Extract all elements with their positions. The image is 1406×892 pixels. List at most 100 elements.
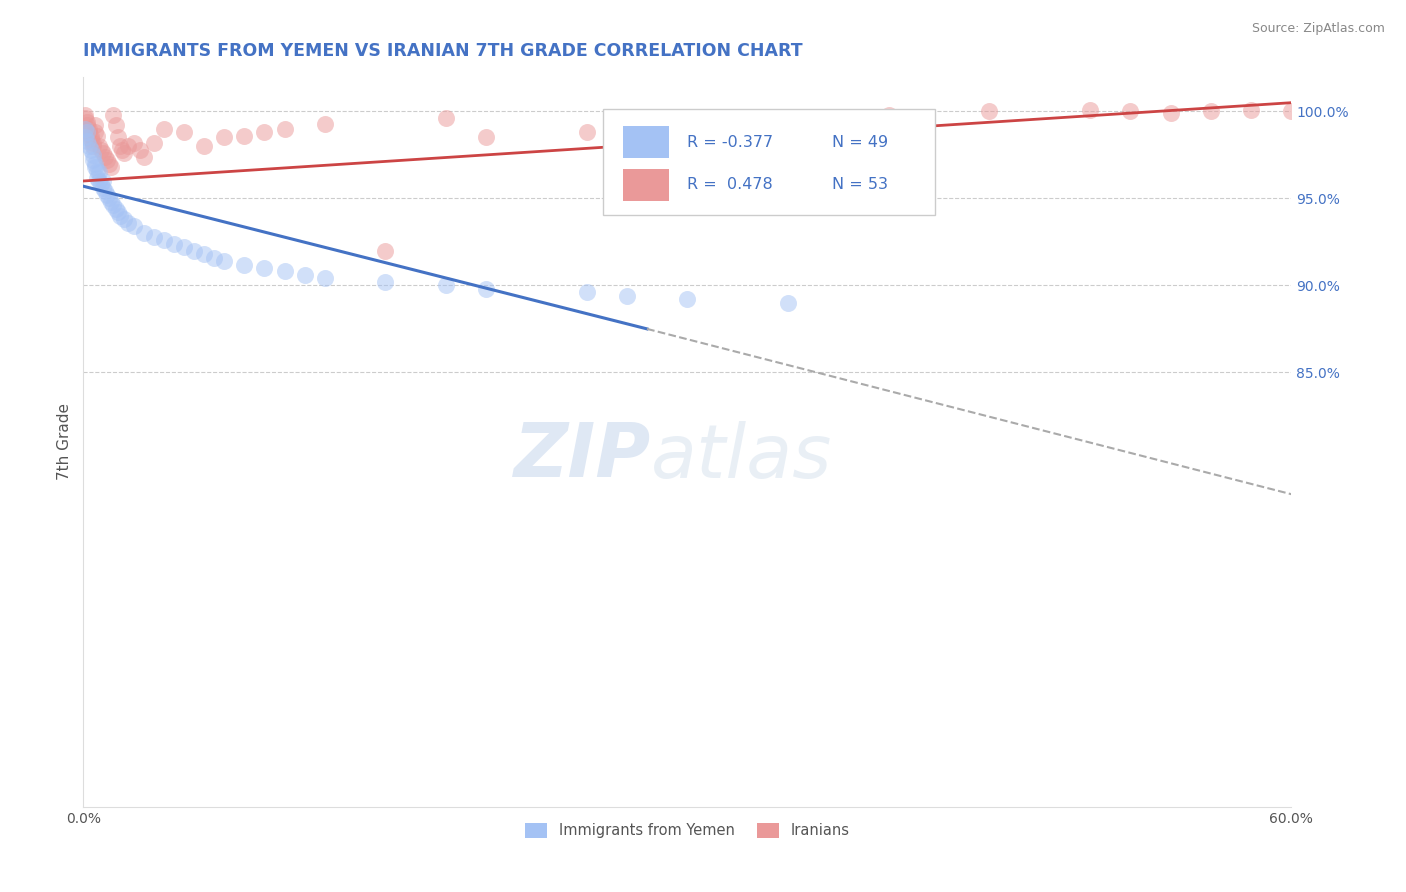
Point — [110, 143, 132, 157]
Point — [575, 125, 598, 139]
Point — [98, 191, 121, 205]
Point — [153, 233, 176, 247]
Point — [837, 115, 859, 129]
Point — [314, 271, 336, 285]
Point — [434, 278, 457, 293]
Point — [117, 216, 139, 230]
Bar — [623, 127, 669, 159]
Legend: Immigrants from Yemen, Iranians: Immigrants from Yemen, Iranians — [520, 817, 855, 844]
Point — [103, 108, 125, 122]
FancyBboxPatch shape — [603, 110, 935, 216]
Point — [273, 121, 295, 136]
Point — [374, 244, 396, 258]
Point — [89, 139, 111, 153]
Point — [80, 143, 103, 157]
Text: N = 49: N = 49 — [832, 135, 889, 150]
Point — [616, 289, 638, 303]
Point — [76, 125, 98, 139]
Point — [107, 205, 129, 219]
Point — [1160, 106, 1182, 120]
Point — [132, 150, 155, 164]
Text: Source: ZipAtlas.com: Source: ZipAtlas.com — [1251, 22, 1385, 36]
Point — [202, 251, 225, 265]
Point — [82, 136, 104, 150]
Point — [93, 181, 115, 195]
Point — [183, 244, 205, 258]
Point — [90, 178, 112, 192]
Point — [374, 275, 396, 289]
Point — [1199, 104, 1222, 119]
Point — [82, 139, 104, 153]
Point — [112, 212, 135, 227]
Point — [253, 260, 276, 275]
Point — [193, 139, 215, 153]
Point — [475, 130, 498, 145]
Point — [676, 293, 699, 307]
Point — [153, 121, 176, 136]
Y-axis label: 7th Grade: 7th Grade — [58, 403, 72, 481]
Point — [233, 258, 256, 272]
Text: IMMIGRANTS FROM YEMEN VS IRANIAN 7TH GRADE CORRELATION CHART: IMMIGRANTS FROM YEMEN VS IRANIAN 7TH GRA… — [83, 42, 803, 60]
Bar — [623, 169, 669, 201]
Point — [76, 134, 98, 148]
Point — [75, 108, 97, 122]
Text: N = 53: N = 53 — [832, 178, 889, 193]
Point — [100, 160, 122, 174]
Point — [122, 136, 145, 150]
Point — [93, 146, 115, 161]
Point — [128, 143, 150, 157]
Point — [84, 160, 107, 174]
Point — [877, 108, 900, 122]
Text: ZIP: ZIP — [513, 420, 651, 493]
Point — [1240, 103, 1263, 117]
Point — [86, 170, 108, 185]
Point — [979, 104, 1001, 119]
Point — [112, 146, 135, 161]
Point — [84, 156, 107, 170]
Text: atlas: atlas — [651, 421, 832, 492]
Point — [193, 247, 215, 261]
Point — [142, 229, 165, 244]
Point — [273, 264, 295, 278]
Point — [82, 153, 104, 168]
Point — [173, 125, 195, 139]
Point — [75, 112, 97, 126]
Point — [314, 117, 336, 131]
Point — [575, 285, 598, 300]
Point — [94, 150, 117, 164]
Point — [233, 128, 256, 143]
Point — [173, 240, 195, 254]
Point — [75, 121, 97, 136]
Point — [132, 226, 155, 240]
Point — [117, 139, 139, 153]
Point — [79, 139, 101, 153]
Point — [86, 163, 108, 178]
Text: R = -0.377: R = -0.377 — [688, 135, 773, 150]
Point — [676, 118, 699, 132]
Point — [108, 209, 131, 223]
Point — [79, 121, 101, 136]
Point — [75, 130, 97, 145]
Point — [96, 188, 118, 202]
Point — [89, 174, 111, 188]
Point — [96, 153, 118, 168]
Point — [100, 194, 122, 209]
Point — [84, 125, 107, 139]
Point — [76, 118, 98, 132]
Point — [86, 128, 108, 143]
Point — [212, 254, 235, 268]
Point — [212, 130, 235, 145]
Point — [776, 295, 799, 310]
Point — [89, 165, 111, 179]
Point — [1119, 104, 1142, 119]
Point — [103, 198, 125, 212]
Point — [107, 130, 129, 145]
Point — [94, 185, 117, 199]
Point — [93, 174, 115, 188]
Point — [253, 125, 276, 139]
Point — [1279, 104, 1302, 119]
Point — [90, 143, 112, 157]
Point — [82, 148, 104, 162]
Point — [434, 112, 457, 126]
Point — [142, 136, 165, 150]
